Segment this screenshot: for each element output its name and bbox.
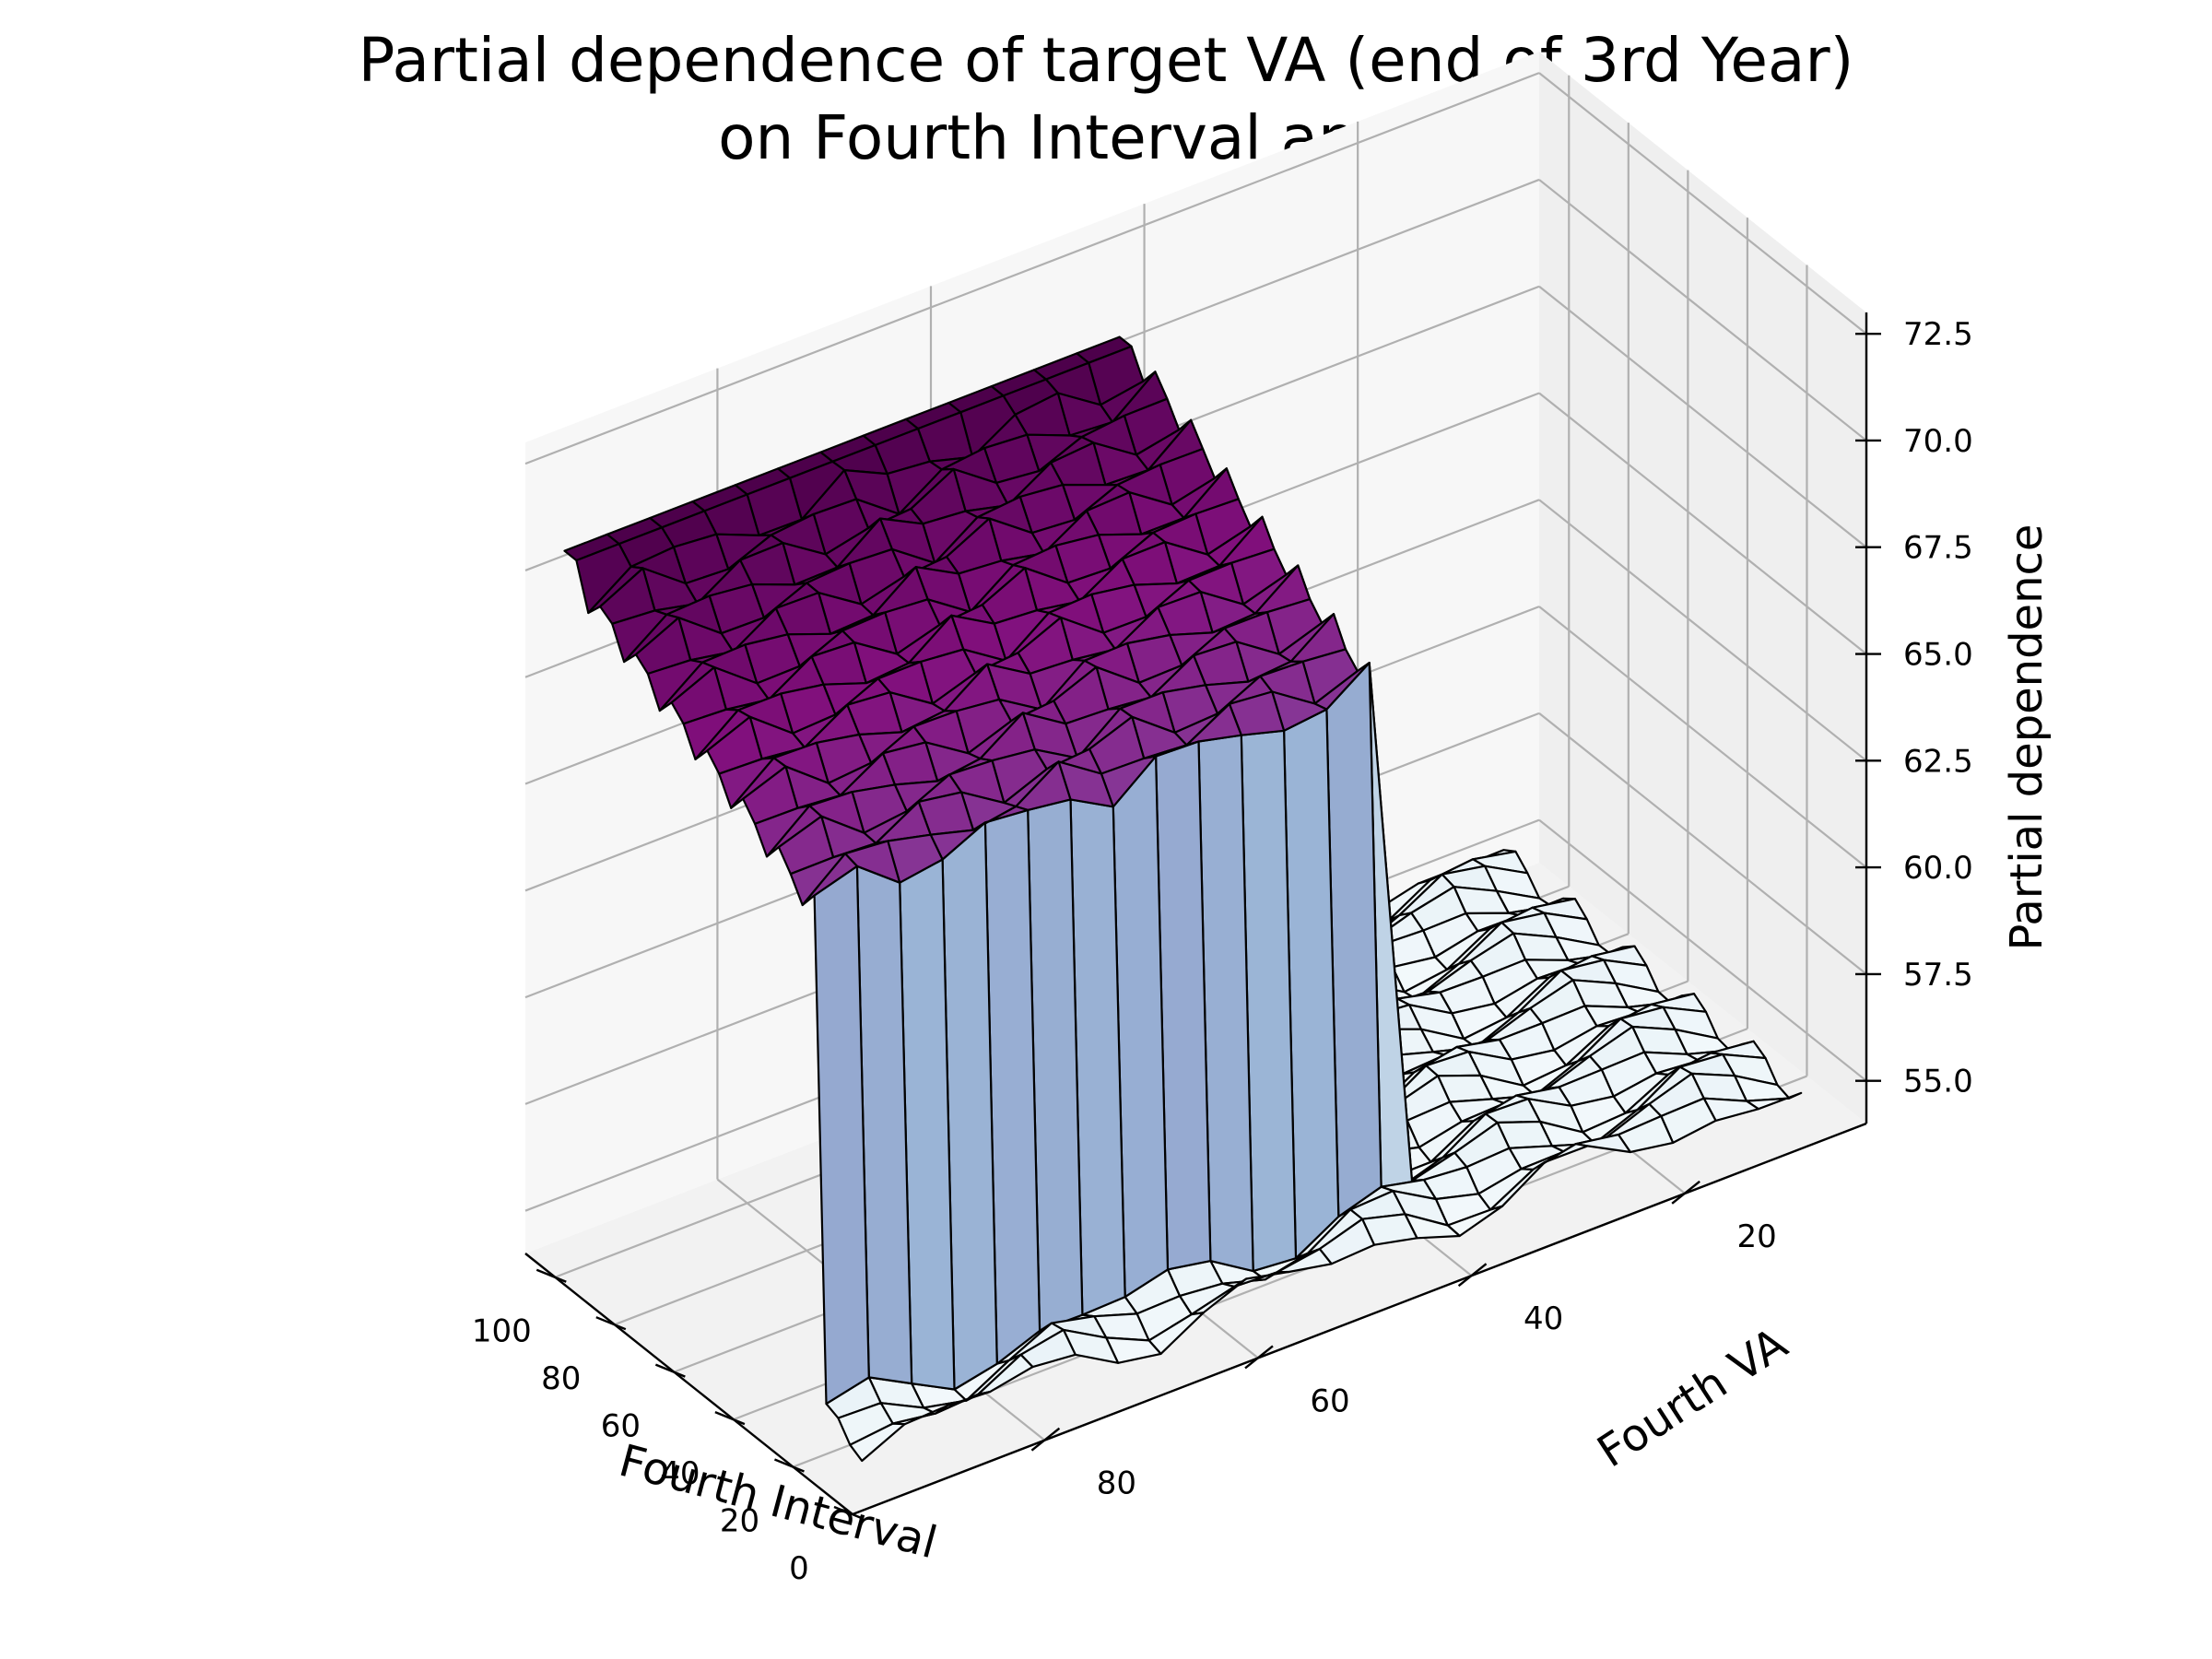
x-tick-mark — [774, 1458, 805, 1473]
y-tick-label: 40 — [1524, 1300, 1563, 1337]
y-tick-mark — [1030, 1427, 1061, 1452]
z-grid-back — [1538, 499, 1867, 762]
y-tick-label: 20 — [1737, 1218, 1777, 1255]
x-tick-label: 0 — [789, 1550, 809, 1587]
z-grid-back — [1538, 606, 1867, 868]
y-axis-line — [852, 1122, 1867, 1516]
x-tick-mark — [654, 1363, 686, 1378]
surface-plot — [563, 335, 1803, 1463]
y-axis-label: Fourth VA — [1589, 1318, 1797, 1478]
back-wall-pane — [1539, 52, 1866, 1124]
x-tick-label: 60 — [601, 1408, 641, 1445]
x-tick-label: 80 — [541, 1360, 581, 1397]
z-tick-label: 70.0 — [1903, 423, 1973, 460]
y-tick-label: 80 — [1097, 1465, 1136, 1502]
axis-lines — [524, 312, 1881, 1521]
z-tick-label: 72.5 — [1903, 316, 1973, 353]
z-tick-label: 62.5 — [1903, 743, 1973, 780]
z-tick-label: 65.0 — [1903, 637, 1973, 674]
z-tick-label: 67.5 — [1903, 530, 1973, 567]
z-grid-back — [1538, 179, 1867, 441]
y-tick-mark — [1244, 1345, 1274, 1370]
z-grid-back — [1538, 712, 1867, 975]
x-tick-mark — [535, 1268, 567, 1283]
z-axis-label: Partial dependence — [2001, 524, 2053, 951]
x-tick-mark — [833, 1505, 865, 1521]
x-axis-line — [524, 1253, 853, 1515]
x-tick-mark — [595, 1316, 627, 1331]
x-tick-label: 100 — [472, 1313, 532, 1350]
y-tick-mark — [1457, 1263, 1488, 1288]
z-grid-back — [1538, 818, 1867, 1082]
x-tick-label: 40 — [660, 1455, 700, 1492]
z-tick-label: 57.5 — [1903, 957, 1973, 994]
z-grid-left — [524, 72, 1540, 465]
z-tick-label: 55.0 — [1903, 1064, 1973, 1100]
y-tick-mark — [1671, 1180, 1700, 1205]
surface-facet — [801, 853, 859, 907]
surface-facet — [849, 1422, 906, 1463]
x-tick-mark — [714, 1410, 746, 1426]
tick-labels: 1008060402002040608055.057.560.062.565.0… — [472, 316, 1973, 1587]
chart-title-line-1: Partial dependence of target VA (end of … — [359, 25, 1854, 96]
z-grid-back — [1538, 72, 1867, 335]
z-grid-back — [1538, 285, 1867, 548]
x-tick-label: 20 — [720, 1503, 759, 1540]
y-tick-label: 60 — [1310, 1382, 1349, 1419]
z-grid-back — [1538, 392, 1867, 655]
z-tick-label: 60.0 — [1903, 850, 1973, 887]
